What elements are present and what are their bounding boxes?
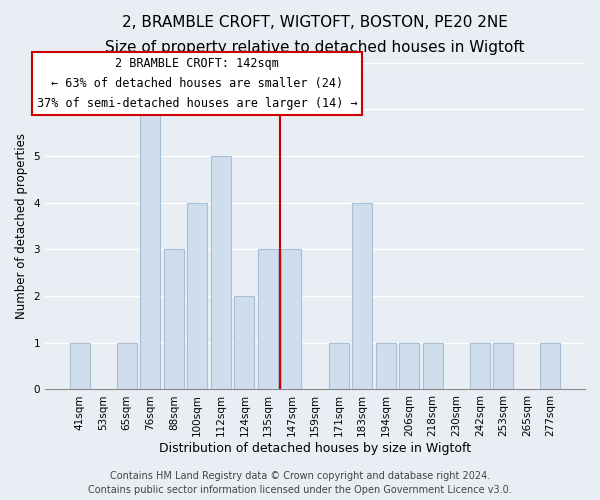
Bar xyxy=(211,156,231,390)
Bar xyxy=(235,296,254,390)
Bar xyxy=(493,343,514,390)
Bar xyxy=(164,250,184,390)
Bar xyxy=(281,250,301,390)
Bar xyxy=(140,110,160,390)
Bar xyxy=(376,343,395,390)
Text: Contains HM Land Registry data © Crown copyright and database right 2024.
Contai: Contains HM Land Registry data © Crown c… xyxy=(88,471,512,495)
Bar xyxy=(187,202,208,390)
X-axis label: Distribution of detached houses by size in Wigtoft: Distribution of detached houses by size … xyxy=(159,442,471,455)
Bar xyxy=(541,343,560,390)
Bar xyxy=(470,343,490,390)
Bar xyxy=(399,343,419,390)
Bar xyxy=(329,343,349,390)
Bar xyxy=(423,343,443,390)
Bar xyxy=(258,250,278,390)
Text: 2 BRAMBLE CROFT: 142sqm
← 63% of detached houses are smaller (24)
37% of semi-de: 2 BRAMBLE CROFT: 142sqm ← 63% of detache… xyxy=(37,57,358,110)
Bar xyxy=(116,343,137,390)
Bar xyxy=(352,202,372,390)
Bar xyxy=(70,343,89,390)
Y-axis label: Number of detached properties: Number of detached properties xyxy=(15,133,28,319)
Title: 2, BRAMBLE CROFT, WIGTOFT, BOSTON, PE20 2NE
Size of property relative to detache: 2, BRAMBLE CROFT, WIGTOFT, BOSTON, PE20 … xyxy=(105,15,525,54)
